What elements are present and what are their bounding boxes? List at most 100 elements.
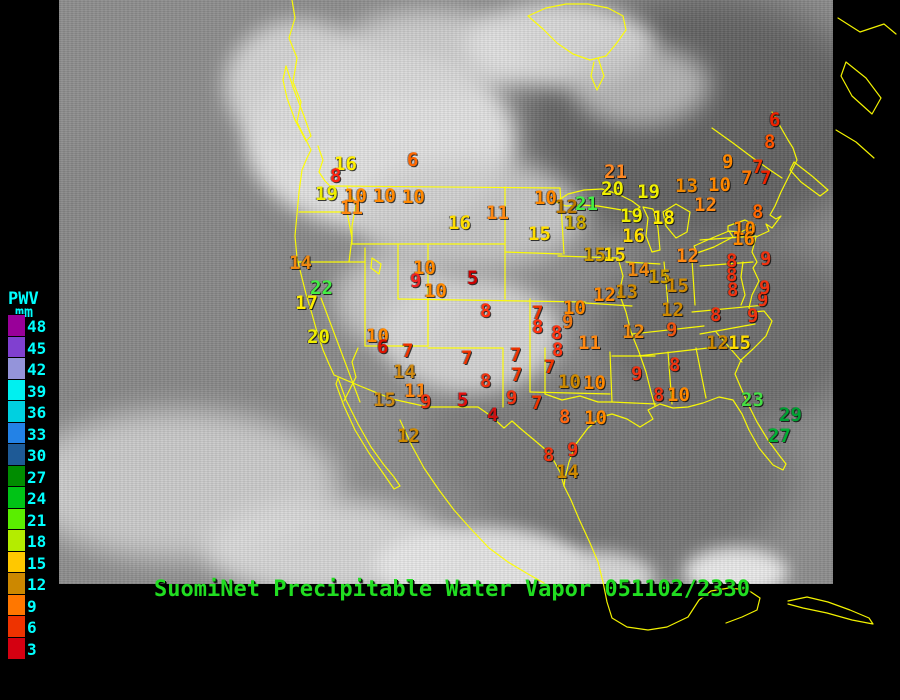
station-pwv-value: 7 xyxy=(544,356,556,378)
station-pwv-value: 21 xyxy=(604,161,627,183)
station-pwv-value: 10 xyxy=(344,185,367,207)
colorbar-swatch xyxy=(8,464,25,487)
station-pwv-value: 14 xyxy=(556,461,579,483)
colorbar-swatch xyxy=(8,550,25,573)
station-pwv-value: 19 xyxy=(637,181,660,203)
colorbar-label: 12 xyxy=(27,575,47,594)
station-pwv-value: 10 xyxy=(413,257,436,279)
station-pwv-value: 9 xyxy=(722,151,734,173)
station-pwv-value: 11 xyxy=(340,197,363,219)
station-pwv-value: 10 xyxy=(373,185,396,207)
station-pwv-value: 5 xyxy=(457,389,469,411)
station-pwv-value: 19 xyxy=(315,183,338,205)
station-pwv-value: 11 xyxy=(404,380,427,402)
station-pwv-value: 8 xyxy=(480,300,492,322)
station-pwv-value: 16 xyxy=(334,153,357,175)
colorbar-swatch xyxy=(8,615,25,638)
colorbar-label: 39 xyxy=(27,381,47,401)
station-pwv-value: 11 xyxy=(578,332,601,354)
colorbar-label: 15 xyxy=(27,553,47,573)
station-pwv-value: 6 xyxy=(407,149,419,171)
colorbar-label: 33 xyxy=(27,424,47,444)
station-pwv-value: 18 xyxy=(652,207,675,229)
station-pwv-value: 22 xyxy=(310,277,333,299)
station-pwv-value: 8 xyxy=(710,304,722,326)
colorbar-swatch xyxy=(8,593,25,616)
station-pwv-value: 21 xyxy=(575,193,598,215)
colorbar-swatch xyxy=(8,572,25,595)
station-pwv-value: 15 xyxy=(648,266,671,288)
station-pwv-value: 7 xyxy=(532,302,544,324)
station-pwv-value: 12 xyxy=(706,332,729,354)
station-pwv-value: 10 xyxy=(708,174,731,196)
colorbar-swatch xyxy=(8,400,25,423)
station-pwv-value: 9 xyxy=(760,248,772,270)
station-pwv-value: 9 xyxy=(506,387,518,409)
station-pwv-value: 10 xyxy=(733,218,756,240)
station-pwv-value: 14 xyxy=(627,259,650,281)
station-pwv-value: 8 xyxy=(727,279,739,301)
colorbar-swatch xyxy=(8,636,25,659)
station-pwv-value: 16 xyxy=(448,212,471,234)
station-pwv-value: 20 xyxy=(307,326,330,348)
station-pwv-value: 8 xyxy=(764,131,776,153)
station-pwv-value: 9 xyxy=(631,363,643,385)
station-pwv-value: 7 xyxy=(760,167,772,189)
station-pwv-value: 15 xyxy=(583,244,606,266)
station-pwv-value: 12 xyxy=(555,196,578,218)
colorbar-label: 3 xyxy=(27,639,37,659)
station-pwv-value: 20 xyxy=(601,178,624,200)
station-pwv-value: 13 xyxy=(675,175,698,197)
station-pwv-value: 15 xyxy=(666,275,689,297)
station-pwv-value: 8 xyxy=(532,316,544,338)
colorbar-swatch xyxy=(8,314,25,337)
colorbar-swatch xyxy=(8,357,25,380)
station-pwv-value: 27 xyxy=(768,425,791,447)
station-pwv-value: 10 xyxy=(534,187,557,209)
colorbar-swatch xyxy=(8,443,25,466)
colorbar-title: PWV xyxy=(8,289,39,309)
colorbar-label: 21 xyxy=(27,510,47,530)
station-pwv-value: 7 xyxy=(531,392,543,414)
colorbar-swatch xyxy=(8,507,25,530)
station-pwv-value: 18 xyxy=(564,212,587,234)
station-pwv-value: 10 xyxy=(558,371,581,393)
station-pwv-value: 9 xyxy=(759,277,771,299)
station-pwv-value: 8 xyxy=(480,370,492,392)
colorbar-swatch xyxy=(8,529,25,552)
colorbar-swatch xyxy=(8,421,25,444)
station-pwv-value: 6 xyxy=(769,109,781,131)
colorbar-label: 24 xyxy=(27,489,47,508)
station-pwv-value: 7 xyxy=(752,156,764,178)
colorbar-label: 18 xyxy=(27,532,47,551)
station-pwv-value: 12 xyxy=(676,245,699,267)
station-pwv-value: 8 xyxy=(543,444,555,466)
colorbar-label: 30 xyxy=(27,446,47,465)
station-pwv-value: 15 xyxy=(728,332,751,354)
station-pwv-value: 9 xyxy=(757,289,769,311)
station-pwv-value: 16 xyxy=(622,225,645,247)
station-pwv-value: 8 xyxy=(552,339,564,361)
colorbar-label: 6 xyxy=(27,618,37,637)
station-pwv-value: 10 xyxy=(667,384,690,406)
station-pwv-value: 8 xyxy=(726,264,738,286)
station-pwv-value: 7 xyxy=(402,340,414,362)
station-pwv-value: 10 xyxy=(402,186,425,208)
station-pwv-value: 9 xyxy=(410,270,422,292)
station-pwv-value: 16 xyxy=(732,228,755,250)
station-pwv-value: 4 xyxy=(487,404,499,426)
station-pwv-value: 5 xyxy=(467,267,479,289)
station-pwv-value: 8 xyxy=(669,354,681,376)
image-title: SuomiNet Precipitable Water Vapor 051102… xyxy=(154,577,751,602)
station-pwv-value: 9 xyxy=(562,311,574,333)
station-pwv-value: 7 xyxy=(511,364,523,386)
station-pwv-value: 7 xyxy=(510,344,522,366)
station-pwv-value: 8 xyxy=(653,384,665,406)
station-pwv-value: 9 xyxy=(747,305,759,327)
station-pwv-value: 12 xyxy=(694,194,717,216)
station-pwv-value: 12 xyxy=(661,299,684,321)
station-pwv-value: 12 xyxy=(397,425,420,447)
station-pwv-value: 9 xyxy=(567,439,579,461)
station-pwv-value: 14 xyxy=(289,252,312,274)
